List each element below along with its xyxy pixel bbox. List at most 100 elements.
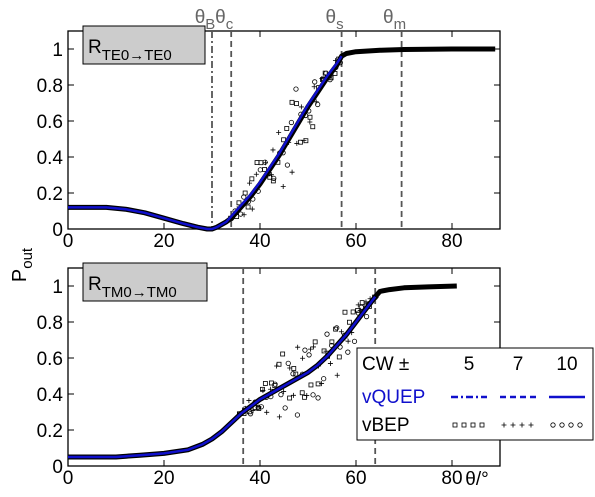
y-tick-label: 0.6 xyxy=(37,112,63,133)
vbep-circle-marker xyxy=(345,349,351,355)
legend-circle-marker xyxy=(550,422,556,428)
panel-label: RTE0→TE0 xyxy=(88,37,172,64)
vbep-plus-marker xyxy=(345,338,351,344)
legend-plus-marker xyxy=(528,422,534,428)
vbep-plus-marker xyxy=(307,119,313,125)
vbep-plus-marker xyxy=(310,344,316,350)
vbep-plus-marker xyxy=(250,408,256,414)
vbep-plus-marker xyxy=(253,171,259,177)
vbep-circle-marker xyxy=(255,404,261,411)
vbep-square-marker xyxy=(258,160,264,166)
x-tick-label: 80 xyxy=(441,231,462,252)
vbep-circle-marker xyxy=(312,79,318,85)
y-tick-label: 0.8 xyxy=(37,76,63,97)
vbep-square-marker xyxy=(359,300,365,306)
vbep-circle-marker xyxy=(310,392,316,398)
vbep-circle-marker xyxy=(306,352,312,358)
vbep-plus-marker xyxy=(270,147,276,153)
vbep-plus-marker xyxy=(295,344,301,350)
legend-label: vBEP xyxy=(362,415,410,436)
vbep-square-marker xyxy=(280,351,286,357)
legend-cw-value: 5 xyxy=(464,354,475,375)
vbep-circle-marker xyxy=(285,360,291,366)
vbep-circle-marker xyxy=(324,331,330,337)
vbep-square-marker xyxy=(262,167,267,172)
legend-cw-value: 10 xyxy=(556,354,577,375)
vbep-plus-marker xyxy=(338,329,344,335)
vbep-circle-marker xyxy=(271,175,277,181)
legend-square-marker xyxy=(479,422,485,428)
y-tick-label: 0.2 xyxy=(37,421,63,442)
panel-label-box xyxy=(82,262,208,302)
angle-marker-label: θs xyxy=(326,7,344,33)
vbep-square-marker xyxy=(262,381,268,386)
vquep-curve xyxy=(68,296,377,459)
legend-circle-marker xyxy=(568,422,574,428)
panel-label-box xyxy=(82,25,206,65)
x-tick-label: 20 xyxy=(153,468,174,489)
vbep-square-marker xyxy=(342,309,348,315)
y-tick-label: 0.8 xyxy=(37,313,63,334)
vbep-square-marker xyxy=(289,99,295,105)
y-tick-label: 0.4 xyxy=(37,148,64,169)
vbep-plus-marker xyxy=(260,388,266,394)
vbep-plus-marker xyxy=(323,348,329,354)
vbep-plus-marker xyxy=(246,398,252,404)
legend-header: CW ± xyxy=(362,354,409,375)
vbep-circle-marker xyxy=(290,371,296,377)
x-tick-label: 60 xyxy=(345,231,366,252)
vbep-circle-marker xyxy=(294,412,301,418)
vbep-plus-marker xyxy=(264,409,270,415)
vbep-circle-marker xyxy=(358,304,364,310)
vbep-square-marker xyxy=(312,339,318,345)
legend-square-marker xyxy=(452,422,458,428)
vbep-circle-marker xyxy=(247,411,254,417)
legend-label: vQUEP xyxy=(362,387,425,408)
vbep-square-marker xyxy=(308,382,314,388)
vbep-circle-marker xyxy=(351,338,358,344)
legend-plus-marker xyxy=(519,422,525,428)
legend-marker-sample xyxy=(550,422,583,428)
vbep-plus-marker xyxy=(307,346,313,352)
vbep-plus-marker xyxy=(304,393,310,399)
vbep-square-marker xyxy=(276,361,282,367)
vbep-square-marker xyxy=(260,386,265,392)
y-tick-label: 1 xyxy=(52,40,63,61)
vbep-square-marker xyxy=(249,176,255,182)
x-tick-label: 20 xyxy=(153,231,174,252)
vbep-circle-marker xyxy=(302,347,308,353)
vbep-circle-marker xyxy=(257,167,263,173)
vbep-circle-marker xyxy=(258,404,264,410)
legend-plus-marker xyxy=(510,422,516,428)
vbep-plus-marker xyxy=(319,75,325,81)
vbep-plus-marker xyxy=(247,180,253,186)
vbep-square-marker xyxy=(291,366,297,371)
vbep-plus-marker xyxy=(280,183,286,189)
vbep-plus-marker xyxy=(249,206,255,212)
x-tick-label: 0 xyxy=(63,231,74,252)
vbep-circle-marker xyxy=(262,159,268,165)
x-tick-label: 40 xyxy=(249,468,270,489)
panel-label: RTM0→TM0 xyxy=(88,274,177,301)
vbep-plus-marker xyxy=(289,169,295,175)
vbep-square-marker xyxy=(294,101,299,107)
vbep-square-marker xyxy=(298,139,303,145)
panel-frame xyxy=(67,30,501,230)
vbep-plus-marker xyxy=(313,99,319,105)
legend-cw-value: 7 xyxy=(513,354,524,375)
legend-square-marker xyxy=(461,422,467,428)
legend-circle-marker xyxy=(559,422,565,428)
vbep-circle-marker xyxy=(334,325,340,331)
vbep-square-marker xyxy=(284,126,290,131)
vbep-square-marker xyxy=(333,326,339,332)
vbep-plus-marker xyxy=(334,372,340,378)
vbep-circle-marker xyxy=(315,395,321,401)
vbep-plus-marker xyxy=(276,414,282,420)
vbep-plus-marker xyxy=(268,172,274,178)
angle-marker-label: θc xyxy=(215,7,234,33)
legend-square-marker xyxy=(470,422,476,428)
legend-marker-sample xyxy=(501,422,534,428)
x-tick-label: 60 xyxy=(345,468,366,489)
vbep-square-marker xyxy=(347,319,352,325)
vbep-square-marker xyxy=(254,160,260,165)
